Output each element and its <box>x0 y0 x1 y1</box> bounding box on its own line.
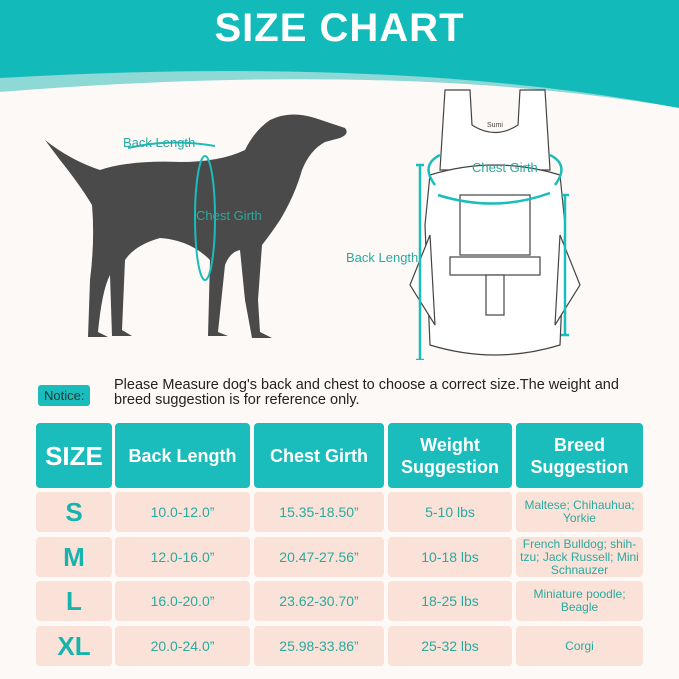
notice-text: Please Measure dog's back and chest to c… <box>114 377 619 408</box>
cell-size: L <box>36 581 112 621</box>
header-back-length: Back Length <box>115 423 250 488</box>
header-banner <box>0 0 679 120</box>
dog-back-length-label: Back Length <box>123 135 196 150</box>
cell-breed: Maltese; Chihauhua; Yorkie <box>516 492 643 532</box>
cell-breed: Miniature poodle; Beagle <box>516 581 643 621</box>
cell-weight: 10-18 lbs <box>388 537 512 577</box>
cell-chest-girth: 25.98-33.86” <box>254 626 384 666</box>
cell-chest-girth: 23.62-30.70” <box>254 581 384 621</box>
cell-back-length: 20.0-24.0” <box>115 626 250 666</box>
cell-back-length: 16.0-20.0” <box>115 581 250 621</box>
backpack-chest-girth-label: Chest Girth <box>472 160 538 175</box>
cell-back-length: 10.0-12.0” <box>115 492 250 532</box>
cell-weight: 18-25 lbs <box>388 581 512 621</box>
cell-weight: 25-32 lbs <box>388 626 512 666</box>
backpack-back-length-label: Back Length <box>346 250 419 265</box>
header-breed-suggestion: Breed Suggestion <box>516 423 643 488</box>
header-chest-girth: Chest Girth <box>254 423 384 488</box>
dog-chest-girth-label: Chest Girth <box>196 208 262 223</box>
cell-chest-girth: 20.47-27.56” <box>254 537 384 577</box>
header-size: SIZE <box>36 423 112 488</box>
cell-size: M <box>36 537 112 577</box>
dog-silhouette-illustration <box>45 114 347 338</box>
cell-breed: French Bulldog; shih-tzu; Jack Russell; … <box>516 537 643 577</box>
notice-badge: Notice: <box>38 385 91 406</box>
page-title: SIZE CHART <box>214 6 465 50</box>
backpack-logo: Sumi <box>487 122 503 129</box>
cell-size: S <box>36 492 112 532</box>
cell-chest-girth: 15.35-18.50” <box>254 492 384 532</box>
cell-weight: 5-10 lbs <box>388 492 512 532</box>
cell-back-length: 12.0-16.0” <box>115 537 250 577</box>
header-weight-suggestion: Weight Suggestion <box>388 423 512 488</box>
cell-breed: Corgi <box>516 626 643 666</box>
backpack-illustration: Sumi <box>409 89 581 360</box>
cell-size: XL <box>36 626 112 666</box>
